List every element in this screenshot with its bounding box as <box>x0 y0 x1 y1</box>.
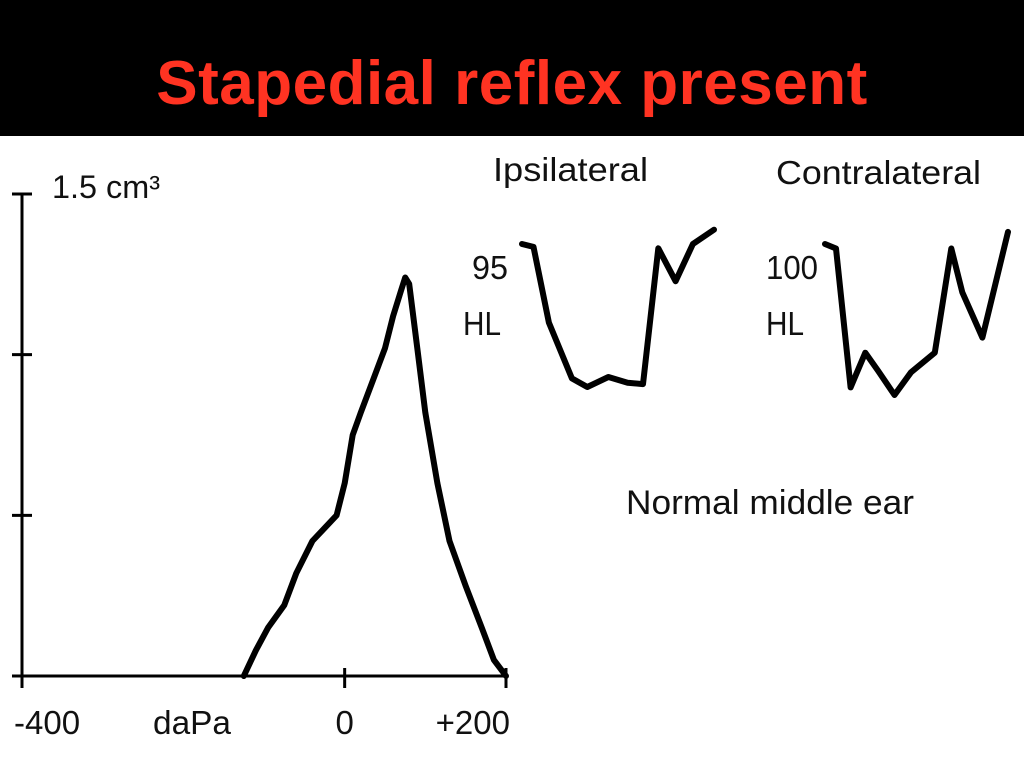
tympanogram: -400 0 +200 1.5 cm³ daPa <box>12 169 510 741</box>
contralateral-title: Contralateral <box>776 154 981 191</box>
contralateral-unit-label: HL <box>766 305 804 342</box>
tympanogram-x-tick-label: 0 <box>335 704 353 741</box>
title-bar: Stapedial reflex present <box>0 0 1024 136</box>
contralateral-reflex-curve <box>822 228 1011 398</box>
ipsilateral-level-label: 95 <box>472 249 508 286</box>
tympanogram-y-label: 1.5 cm³ <box>52 169 160 205</box>
tympanogram-x-tick-label: -400 <box>14 704 80 741</box>
tympanogram-y-ticks <box>12 192 32 517</box>
tympanogram-x-tick-label: +200 <box>436 704 510 741</box>
tympanogram-x-ticks: -400 0 +200 <box>14 668 510 741</box>
tympanogram-curve <box>240 274 509 679</box>
tympanogram-x-label: daPa <box>153 704 232 741</box>
audiometry-figure: -400 0 +200 1.5 cm³ daPa Ipsilateral 95 HL… <box>12 151 1011 741</box>
contralateral-level-label: 100 <box>766 249 818 286</box>
ipsilateral-title: Ipsilateral <box>493 151 648 188</box>
ipsilateral-reflex: Ipsilateral 95 HL <box>463 151 717 390</box>
slide-title: Stapedial reflex present <box>156 49 868 118</box>
ipsilateral-reflex-curve <box>519 226 717 390</box>
middle-ear-annotation: Normal middle ear <box>626 484 914 522</box>
contralateral-reflex: Contralateral 100 HL <box>766 154 1011 398</box>
ipsilateral-unit-label: HL <box>463 305 501 342</box>
figure-panel: -400 0 +200 1.5 cm³ daPa Ipsilateral 95 HL… <box>0 136 1024 768</box>
